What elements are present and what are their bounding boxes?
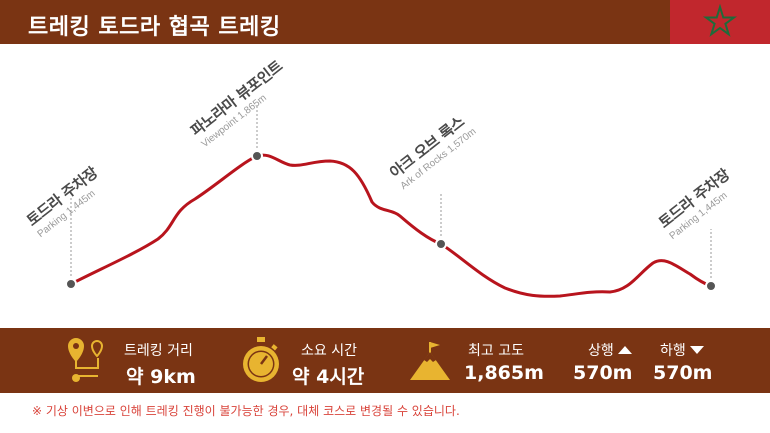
- ascent-value: 570m: [573, 362, 633, 384]
- triangle-up-icon: [618, 346, 632, 354]
- point-3-marker: [435, 238, 447, 250]
- elevation-chart: [65, 104, 717, 298]
- altitude-value: 1,865m: [464, 362, 544, 384]
- header-bar: 트레킹 토드라 협곡 트레킹: [0, 0, 770, 44]
- ascent-label: 상행: [588, 343, 614, 359]
- star-icon: [702, 3, 738, 37]
- stopwatch-icon: [243, 337, 279, 382]
- info-bar: 트레킹 거리 약 9km 소요 시간 약 4시간 최고 고도 1,865m 상행: [0, 328, 770, 393]
- triangle-down-icon: [690, 346, 704, 354]
- route-pin-icon: [68, 338, 104, 382]
- notice-text: ※ 기상 이변으로 인해 트레킹 진행이 불가능한 경우, 대체 코스로 변경될…: [32, 404, 460, 418]
- time-item: 소요 시간 약 4시간: [230, 328, 400, 393]
- mountain-flag-icon: [410, 342, 450, 380]
- elevation-line: [69, 153, 713, 298]
- morocco-flag-icon: [670, 0, 770, 44]
- descent-label: 하행: [660, 343, 686, 359]
- elevation-profile: 토드라 주차장 Parking 1,445m 파노라마 뷰포인트 Viewpoi…: [0, 44, 770, 328]
- ascent-item: 상행 570m: [560, 328, 640, 393]
- point-2-marker: [251, 150, 263, 162]
- page-title: 트레킹 토드라 협곡 트레킹: [28, 15, 281, 40]
- point-1-marker: [65, 278, 77, 290]
- time-label: 소요 시간: [301, 343, 357, 359]
- time-value: 약 4시간: [292, 366, 365, 388]
- altitude-item: 최고 고도 1,865m: [400, 328, 560, 393]
- distance-label: 트레킹 거리: [124, 343, 193, 359]
- descent-item: 하행 570m: [640, 328, 770, 393]
- descent-value: 570m: [653, 362, 713, 384]
- altitude-label: 최고 고도: [468, 343, 524, 359]
- distance-value: 약 9km: [126, 366, 196, 388]
- point-4-marker: [705, 280, 717, 292]
- distance-item: 트레킹 거리 약 9km: [0, 328, 230, 393]
